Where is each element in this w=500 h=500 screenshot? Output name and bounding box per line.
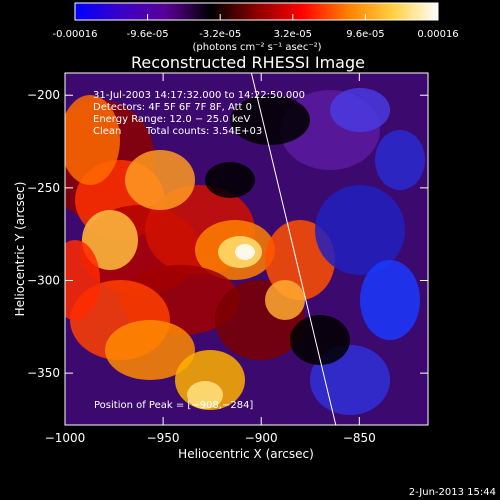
- x-tick-label: −950: [147, 431, 180, 445]
- annotation-counts: Total counts: 3.54E+03: [145, 126, 262, 137]
- y-axis-label: Heliocentric Y (arcsec): [13, 182, 27, 317]
- y-tick-label: −300: [27, 273, 60, 287]
- intensity-blobs: [65, 88, 425, 415]
- annotation-method: Clean: [93, 126, 121, 137]
- intensity-blob: [125, 150, 195, 210]
- intensity-blob: [82, 210, 138, 270]
- y-tick-label: −350: [27, 366, 60, 380]
- annotation-energy: Energy Range: 12.0 − 25.0 keV: [93, 114, 250, 125]
- y-axis: −200 −250 −300 −350: [27, 88, 428, 380]
- chart-title: Reconstructed RHESSI Image: [131, 53, 365, 72]
- colorbar-tick-label: -9.6e-05: [127, 29, 169, 40]
- colorbar-tick-label: -0.00016: [53, 29, 98, 40]
- footer-date: 2-Jun-2013 15:44: [409, 487, 496, 498]
- x-axis: −1000 −950 −900 −850: [45, 73, 376, 445]
- heatmap-image: [65, 73, 428, 425]
- x-tick-label: −850: [343, 431, 376, 445]
- x-tick-label: −1000: [45, 431, 86, 445]
- intensity-blob: [230, 95, 310, 145]
- colorbar-tick-label: 0.00016: [417, 29, 458, 40]
- intensity-blob: [330, 88, 390, 132]
- intensity-blob: [265, 280, 305, 320]
- intensity-blob: [65, 240, 100, 320]
- annotation-time-range: 31-Jul-2003 14:17:32.000 to 14:22:50.000: [93, 90, 305, 101]
- intensity-blob: [375, 130, 425, 190]
- plot-frame: [64, 72, 429, 426]
- colorbar-tick-label: -3.2e-05: [199, 29, 241, 40]
- colorbar-units: (photons cm⁻² s⁻¹ asec⁻²): [192, 42, 321, 53]
- colorbar: -0.00016 -9.6e-05 -3.2e-05 3.2e-05 9.6e-05 0.…: [53, 2, 459, 53]
- intensity-blob: [315, 185, 405, 275]
- peak-position-label: Position of Peak = [−908,−284]: [94, 400, 253, 411]
- x-tick-label: −900: [245, 431, 278, 445]
- colorbar-tick-label: 3.2e-05: [274, 29, 312, 40]
- annotation-block: 31-Jul-2003 14:17:32.000 to 14:22:50.000…: [93, 90, 305, 137]
- intensity-blob: [187, 381, 223, 409]
- intensity-blob: [105, 320, 195, 380]
- intensity-blob: [360, 260, 420, 340]
- y-tick-label: −250: [27, 181, 60, 195]
- colorbar-ticks: [74, 14, 439, 20]
- y-tick-label: −200: [27, 88, 60, 102]
- colorbar-tick-label: 9.6e-05: [346, 29, 384, 40]
- intensity-blob: [205, 162, 255, 198]
- intensity-blob: [235, 244, 255, 260]
- solar-limb-line: [250, 73, 337, 425]
- annotation-detectors: Detectors: 4F 5F 6F 7F 8F, Att 0: [93, 102, 252, 113]
- intensity-blob: [65, 95, 120, 185]
- x-axis-label: Heliocentric X (arcsec): [178, 447, 314, 461]
- colorbar-gradient: [74, 2, 439, 21]
- colorbar-tick-labels: -0.00016 -9.6e-05 -3.2e-05 3.2e-05 9.6e-05 0.…: [53, 29, 459, 40]
- intensity-blob: [290, 315, 350, 365]
